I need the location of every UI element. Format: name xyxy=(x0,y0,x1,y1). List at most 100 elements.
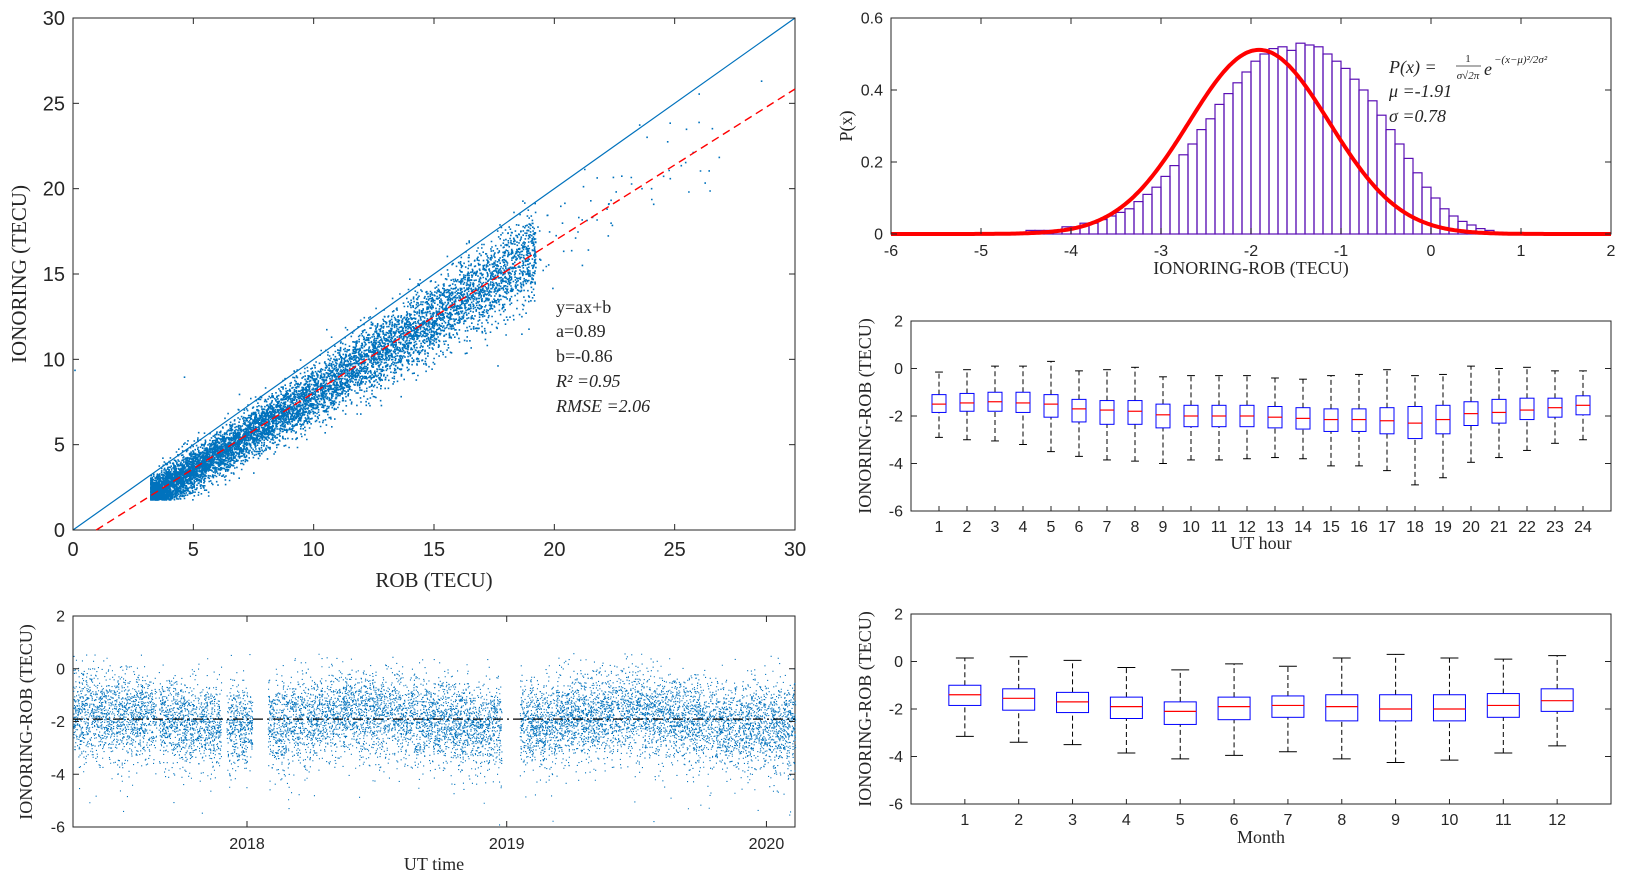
box-item xyxy=(1547,370,1563,444)
box-item xyxy=(1407,375,1423,486)
box-item xyxy=(1486,658,1520,754)
box-item xyxy=(1540,655,1574,747)
y-tick-label: 0 xyxy=(56,661,65,678)
x-tick-label: 15 xyxy=(1322,519,1340,536)
x-tick-label: 10 xyxy=(303,539,325,561)
legend-frac-den: σ√2π xyxy=(1457,70,1480,82)
y-tick-label: -2 xyxy=(51,714,65,731)
box-month-boxes xyxy=(948,653,1574,763)
box-item xyxy=(1239,375,1255,460)
y-tick-label: 20 xyxy=(43,179,65,201)
box-hour-x-label: UT hour xyxy=(1230,533,1291,553)
x-tick-label: 12 xyxy=(1548,812,1566,829)
box-item xyxy=(931,371,947,438)
histogram-y-ticks: 0 0.2 0.4 0.6 xyxy=(861,11,1611,244)
y-tick-label: -4 xyxy=(889,456,903,473)
x-tick-label: 2019 xyxy=(489,836,525,853)
x-tick-label: 4 xyxy=(1019,519,1028,536)
y-tick-label: -2 xyxy=(889,702,903,719)
x-tick-label: 1 xyxy=(1517,243,1526,260)
box-item xyxy=(1071,370,1087,457)
histogram-panel: -6 -5 -4 -3 -2 -1 0 1 2 0 0.2 0.4 0.6 IONORING-ROB … xyxy=(836,11,1616,279)
y-tick-label: -6 xyxy=(51,820,65,837)
box-item xyxy=(1432,657,1466,761)
x-tick-label: 5 xyxy=(1176,812,1185,829)
scatter-point-cloud xyxy=(150,80,763,501)
timeseries-point-cloud xyxy=(73,653,797,826)
x-tick-label: 22 xyxy=(1518,519,1536,536)
fit-equation: y=ax+b xyxy=(556,297,611,317)
x-tick-label: 20 xyxy=(543,539,565,561)
fit-b: b=-0.86 xyxy=(556,346,613,366)
x-tick-label: 6 xyxy=(1075,519,1084,536)
x-tick-label: 4 xyxy=(1122,812,1131,829)
x-tick-label: 1 xyxy=(960,812,969,829)
x-tick-label: -2 xyxy=(1244,243,1258,260)
box-iqr xyxy=(1519,397,1535,421)
box-item xyxy=(1056,659,1090,746)
x-tick-label: 0 xyxy=(67,539,78,561)
legend-e: e xyxy=(1484,59,1492,79)
box-month-panel: 1 2 3 4 5 6 7 8 9 10 11 12 -6-4-202 Month IONORING-… xyxy=(855,607,1612,847)
box-item xyxy=(959,369,975,441)
box-iqr xyxy=(1109,696,1143,719)
legend-mu: μ =-1.91 xyxy=(1388,81,1452,101)
box-month-x-ticks: 1 2 3 4 5 6 7 8 9 10 11 12 xyxy=(960,799,1566,829)
x-tick-label: 9 xyxy=(1391,812,1400,829)
identity-line xyxy=(72,17,796,531)
x-tick-label: 21 xyxy=(1490,519,1508,536)
box-item xyxy=(1163,669,1197,760)
x-tick-label: 18 xyxy=(1406,519,1424,536)
box-item xyxy=(1575,370,1591,441)
box-month-y-ticks: -6 -4 -2 0 2 xyxy=(889,607,1611,814)
y-tick-label: 0 xyxy=(894,361,903,378)
box-item xyxy=(1519,366,1535,451)
x-tick-label: 10 xyxy=(1441,812,1459,829)
x-tick-label: 11 xyxy=(1495,812,1512,829)
scatter-outlier xyxy=(183,376,186,378)
y-tick-label: 25 xyxy=(43,93,65,115)
box-item xyxy=(1002,656,1036,743)
box-hour-boxes xyxy=(931,360,1591,486)
x-tick-label: 2018 xyxy=(229,836,265,853)
timeseries-x-label: UT time xyxy=(404,854,464,874)
y-tick-label: 0 xyxy=(894,654,903,671)
box-item xyxy=(1463,365,1479,463)
box-item xyxy=(1351,373,1367,467)
histogram-x-ticks: -6 -5 -4 -3 -2 -1 0 1 2 xyxy=(884,18,1616,260)
y-tick-label: 2 xyxy=(56,609,65,626)
x-tick-label: 2020 xyxy=(749,836,785,853)
box-iqr xyxy=(1491,398,1507,424)
box-iqr xyxy=(1002,688,1036,711)
box-iqr xyxy=(1163,701,1197,725)
box-item xyxy=(1183,375,1199,461)
x-tick-label: 5 xyxy=(1047,519,1056,536)
y-tick-label: 0 xyxy=(54,520,65,542)
box-iqr xyxy=(1271,695,1305,718)
x-tick-label: 3 xyxy=(1068,812,1077,829)
box-hour-x-ticks: 1 2 3 4 5 6 7 8 9 10 11 12 13 14 15 16 17 18 19 20 21 22 23 24 xyxy=(935,506,1592,536)
y-tick-label: 5 xyxy=(54,435,65,457)
box-item xyxy=(1109,666,1143,754)
legend-exponent: −(x−μ)²/2σ² xyxy=(1494,54,1548,66)
box-hour-panel: 1 2 3 4 5 6 7 8 9 10 11 12 13 14 15 16 17 18 19 20 21 22 23 24 … xyxy=(855,314,1612,553)
histogram-bars xyxy=(1025,42,1504,235)
box-item xyxy=(1379,653,1413,763)
x-tick-label: 2 xyxy=(1607,243,1616,260)
box-item xyxy=(1127,366,1143,462)
box-month-y-label: IONORING-ROB (TECU) xyxy=(855,611,876,806)
box-iqr xyxy=(1379,694,1413,722)
x-tick-label: 23 xyxy=(1546,519,1564,536)
y-tick-label: 0.6 xyxy=(861,11,883,28)
x-tick-label: 12 xyxy=(1238,519,1256,536)
y-tick-label: -6 xyxy=(889,797,903,814)
x-tick-label: -6 xyxy=(884,243,898,260)
timeseries-panel: 2018 2019 2020 -6 -4 -2 0 2 UT time IONORING-R… xyxy=(16,609,797,874)
box-item xyxy=(1099,369,1115,461)
box-item xyxy=(1043,360,1059,453)
box-hour-y-label: IONORING-ROB (TECU) xyxy=(855,318,876,513)
y-tick-label: -4 xyxy=(51,767,65,784)
x-tick-label: 24 xyxy=(1574,519,1592,536)
box-iqr xyxy=(1325,694,1359,722)
